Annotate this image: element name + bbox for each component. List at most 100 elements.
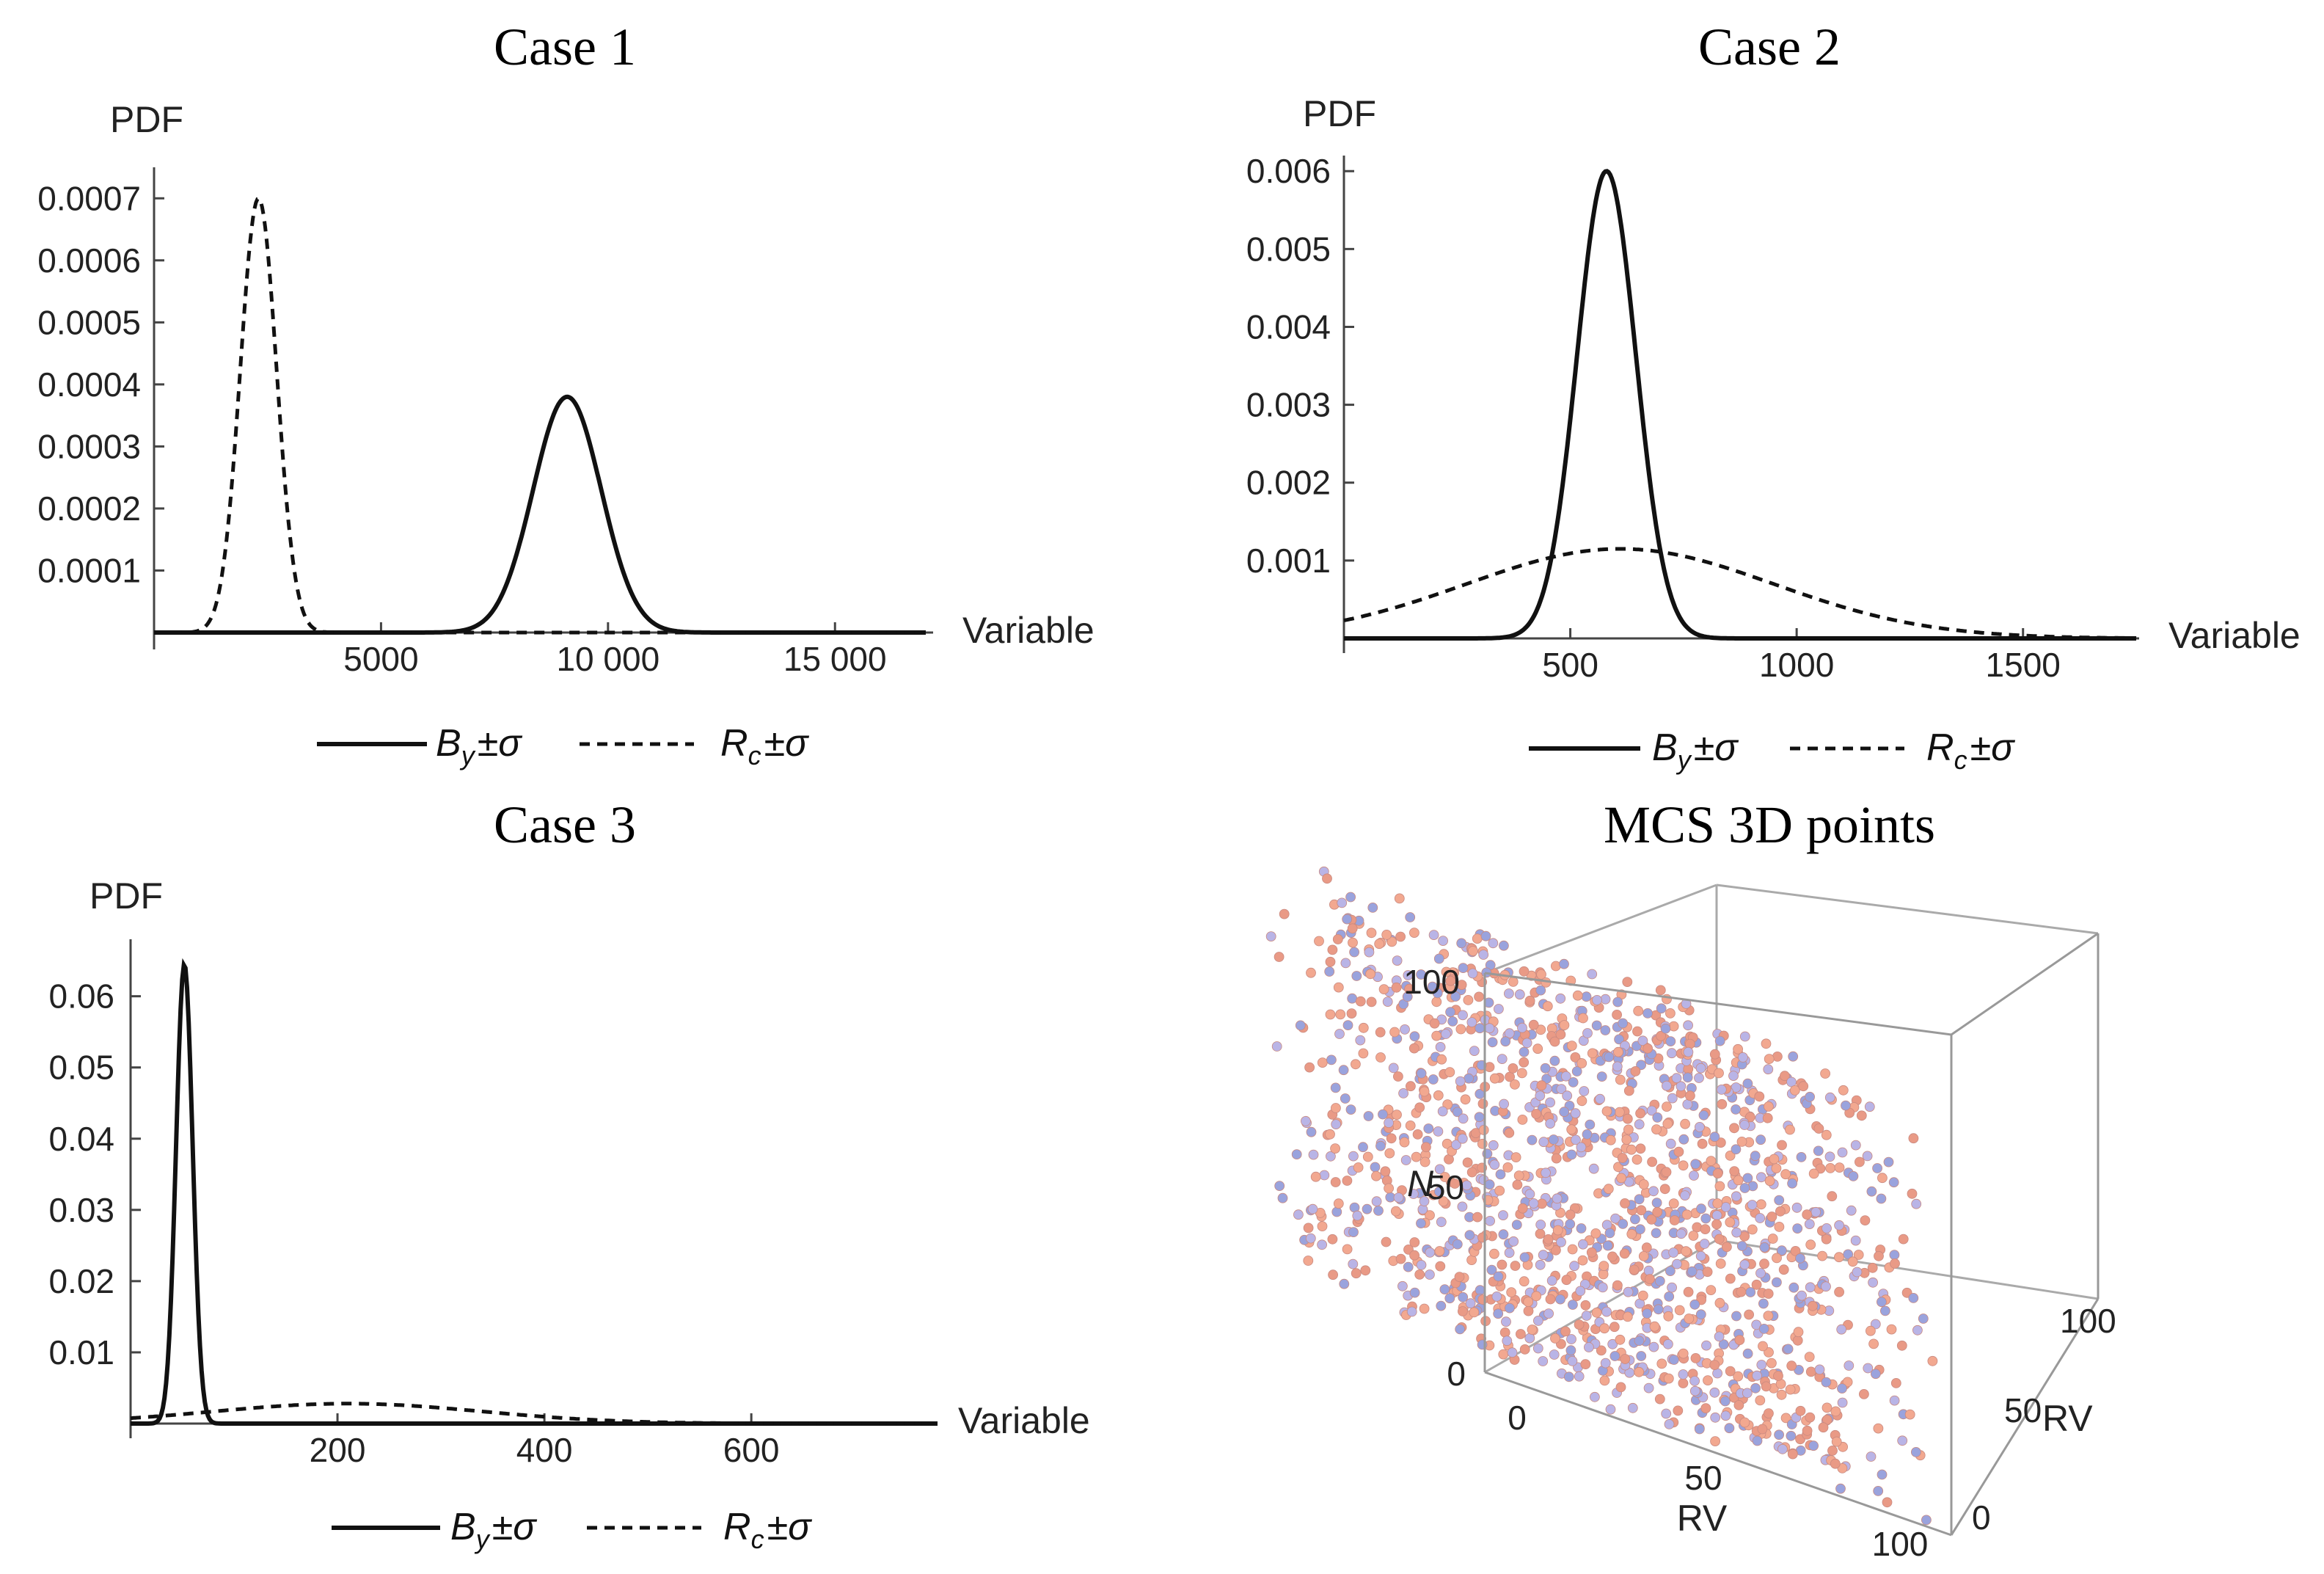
scatter-point xyxy=(1549,1055,1560,1066)
scatter-point xyxy=(1623,1286,1634,1297)
scatter-point xyxy=(1612,1061,1623,1072)
scatter-point xyxy=(1570,1108,1581,1119)
scatter-point xyxy=(1720,1396,1731,1407)
scatter-point xyxy=(1710,1436,1721,1446)
scatter-point xyxy=(1736,1286,1747,1297)
scatter-point xyxy=(1818,1422,1829,1433)
legend-base: R xyxy=(723,1506,751,1548)
scatter-point xyxy=(1570,1052,1581,1063)
scatter-point xyxy=(1666,1048,1677,1059)
scatter-point xyxy=(1817,1250,1828,1261)
scatter-point xyxy=(1348,937,1358,948)
scatter-point xyxy=(1776,1245,1787,1256)
legend-sub: y xyxy=(474,1524,491,1554)
scatter-point xyxy=(1667,1282,1678,1293)
scatter-point xyxy=(1804,1219,1815,1229)
scatter-point xyxy=(1604,1052,1615,1063)
scatter-point xyxy=(1342,1020,1353,1030)
scatter-point xyxy=(1834,1220,1845,1231)
scatter-point xyxy=(1559,958,1569,969)
scatter-point xyxy=(1414,1102,1425,1113)
scatter-point xyxy=(1334,1029,1345,1039)
scatter-point xyxy=(1458,1010,1468,1021)
legend-base: B xyxy=(1652,726,1678,769)
scatter-point xyxy=(1756,1360,1767,1370)
scatter-point xyxy=(1485,1216,1495,1226)
scatter-point xyxy=(1729,1166,1740,1176)
scatter-point xyxy=(1511,1220,1522,1230)
scatter-point xyxy=(1821,1402,1832,1413)
scatter-point xyxy=(1785,1124,1795,1135)
scatter-point xyxy=(1370,1162,1381,1173)
scatter-point xyxy=(1776,1389,1787,1400)
scatter-point xyxy=(1755,1199,1766,1210)
scatter-point xyxy=(1583,1342,1594,1352)
scatter-point xyxy=(1921,1515,1932,1526)
scatter-point xyxy=(1502,1162,1513,1173)
legend-base: B xyxy=(450,1506,476,1548)
scatter-point xyxy=(1400,1155,1411,1165)
scatter-point xyxy=(1655,985,1666,996)
scatter-point xyxy=(1889,1395,1900,1406)
scatter-point xyxy=(1324,966,1335,977)
scatter-point xyxy=(1436,1054,1447,1065)
scatter-point xyxy=(1736,1241,1747,1251)
scatter-point xyxy=(1527,1325,1538,1335)
scatter-point xyxy=(1571,1134,1581,1145)
scatter-point xyxy=(1463,995,1474,1005)
scatter-point xyxy=(1805,1282,1816,1293)
scatter-point xyxy=(1634,1224,1645,1235)
scatter-point xyxy=(1469,1046,1480,1056)
scatter-point xyxy=(1567,1356,1578,1366)
scatter-point xyxy=(1478,950,1489,960)
y-tick-label: 0.0006 xyxy=(37,241,141,280)
scatter-point xyxy=(1697,1138,1708,1149)
scatter-point xyxy=(1433,1187,1444,1197)
scatter-point xyxy=(1588,1163,1599,1174)
scatter-point xyxy=(1542,1001,1553,1012)
scatter-point xyxy=(1751,1279,1762,1290)
scatter-point xyxy=(1397,1280,1408,1291)
scatter-point xyxy=(1725,1217,1736,1228)
scatter-point xyxy=(1695,1063,1706,1074)
scatter-point xyxy=(1346,1008,1357,1019)
scatter-point xyxy=(1712,1168,1723,1178)
scatter-point xyxy=(1277,1192,1288,1203)
scatter-point xyxy=(1580,1359,1591,1369)
scatter-point xyxy=(1642,1008,1654,1019)
scatter-point xyxy=(1493,1308,1504,1319)
scatter-point xyxy=(1610,1213,1621,1224)
scatter-point xyxy=(1703,1375,1713,1385)
scatter-point xyxy=(1724,1423,1735,1434)
scatter-point xyxy=(1766,1358,1777,1369)
y-tick-label: 0.0004 xyxy=(37,365,141,404)
scatter-point xyxy=(1314,936,1324,947)
scatter-point xyxy=(1617,1153,1628,1163)
scatter-point xyxy=(1556,1084,1567,1094)
scatter-point xyxy=(1659,1184,1670,1195)
scatter-point xyxy=(1775,1206,1786,1217)
scatter-point xyxy=(1773,1371,1783,1381)
scatter-point xyxy=(1535,985,1546,996)
scatter-point xyxy=(1904,1409,1915,1420)
scatter-point xyxy=(1662,1118,1673,1129)
scatter-point xyxy=(1434,1164,1445,1175)
scatter-point xyxy=(1660,1023,1671,1034)
ticks: 200 400 600 0.01 0.02 0.03 0.04 0.05 0.06 xyxy=(48,977,779,1469)
scatter-point xyxy=(1305,1233,1316,1244)
scatter-point xyxy=(1416,1260,1427,1270)
scatter-point xyxy=(1495,1169,1506,1180)
scatter-point xyxy=(1540,1063,1551,1074)
scatter-point xyxy=(1827,1191,1838,1202)
scatter-point xyxy=(1665,1036,1676,1046)
scatter-point xyxy=(1519,1276,1530,1287)
scatter-point xyxy=(1853,1250,1864,1260)
scatter-point xyxy=(1536,969,1546,980)
x-tick-label: 10 000 xyxy=(556,640,659,678)
scatter-point xyxy=(1386,936,1397,947)
scatter-point xyxy=(1627,1402,1638,1413)
scatter-point xyxy=(1399,1137,1410,1148)
scatter-point xyxy=(1295,1020,1306,1031)
scatter-point xyxy=(1821,1377,1832,1388)
scatter-point xyxy=(1331,1206,1342,1217)
